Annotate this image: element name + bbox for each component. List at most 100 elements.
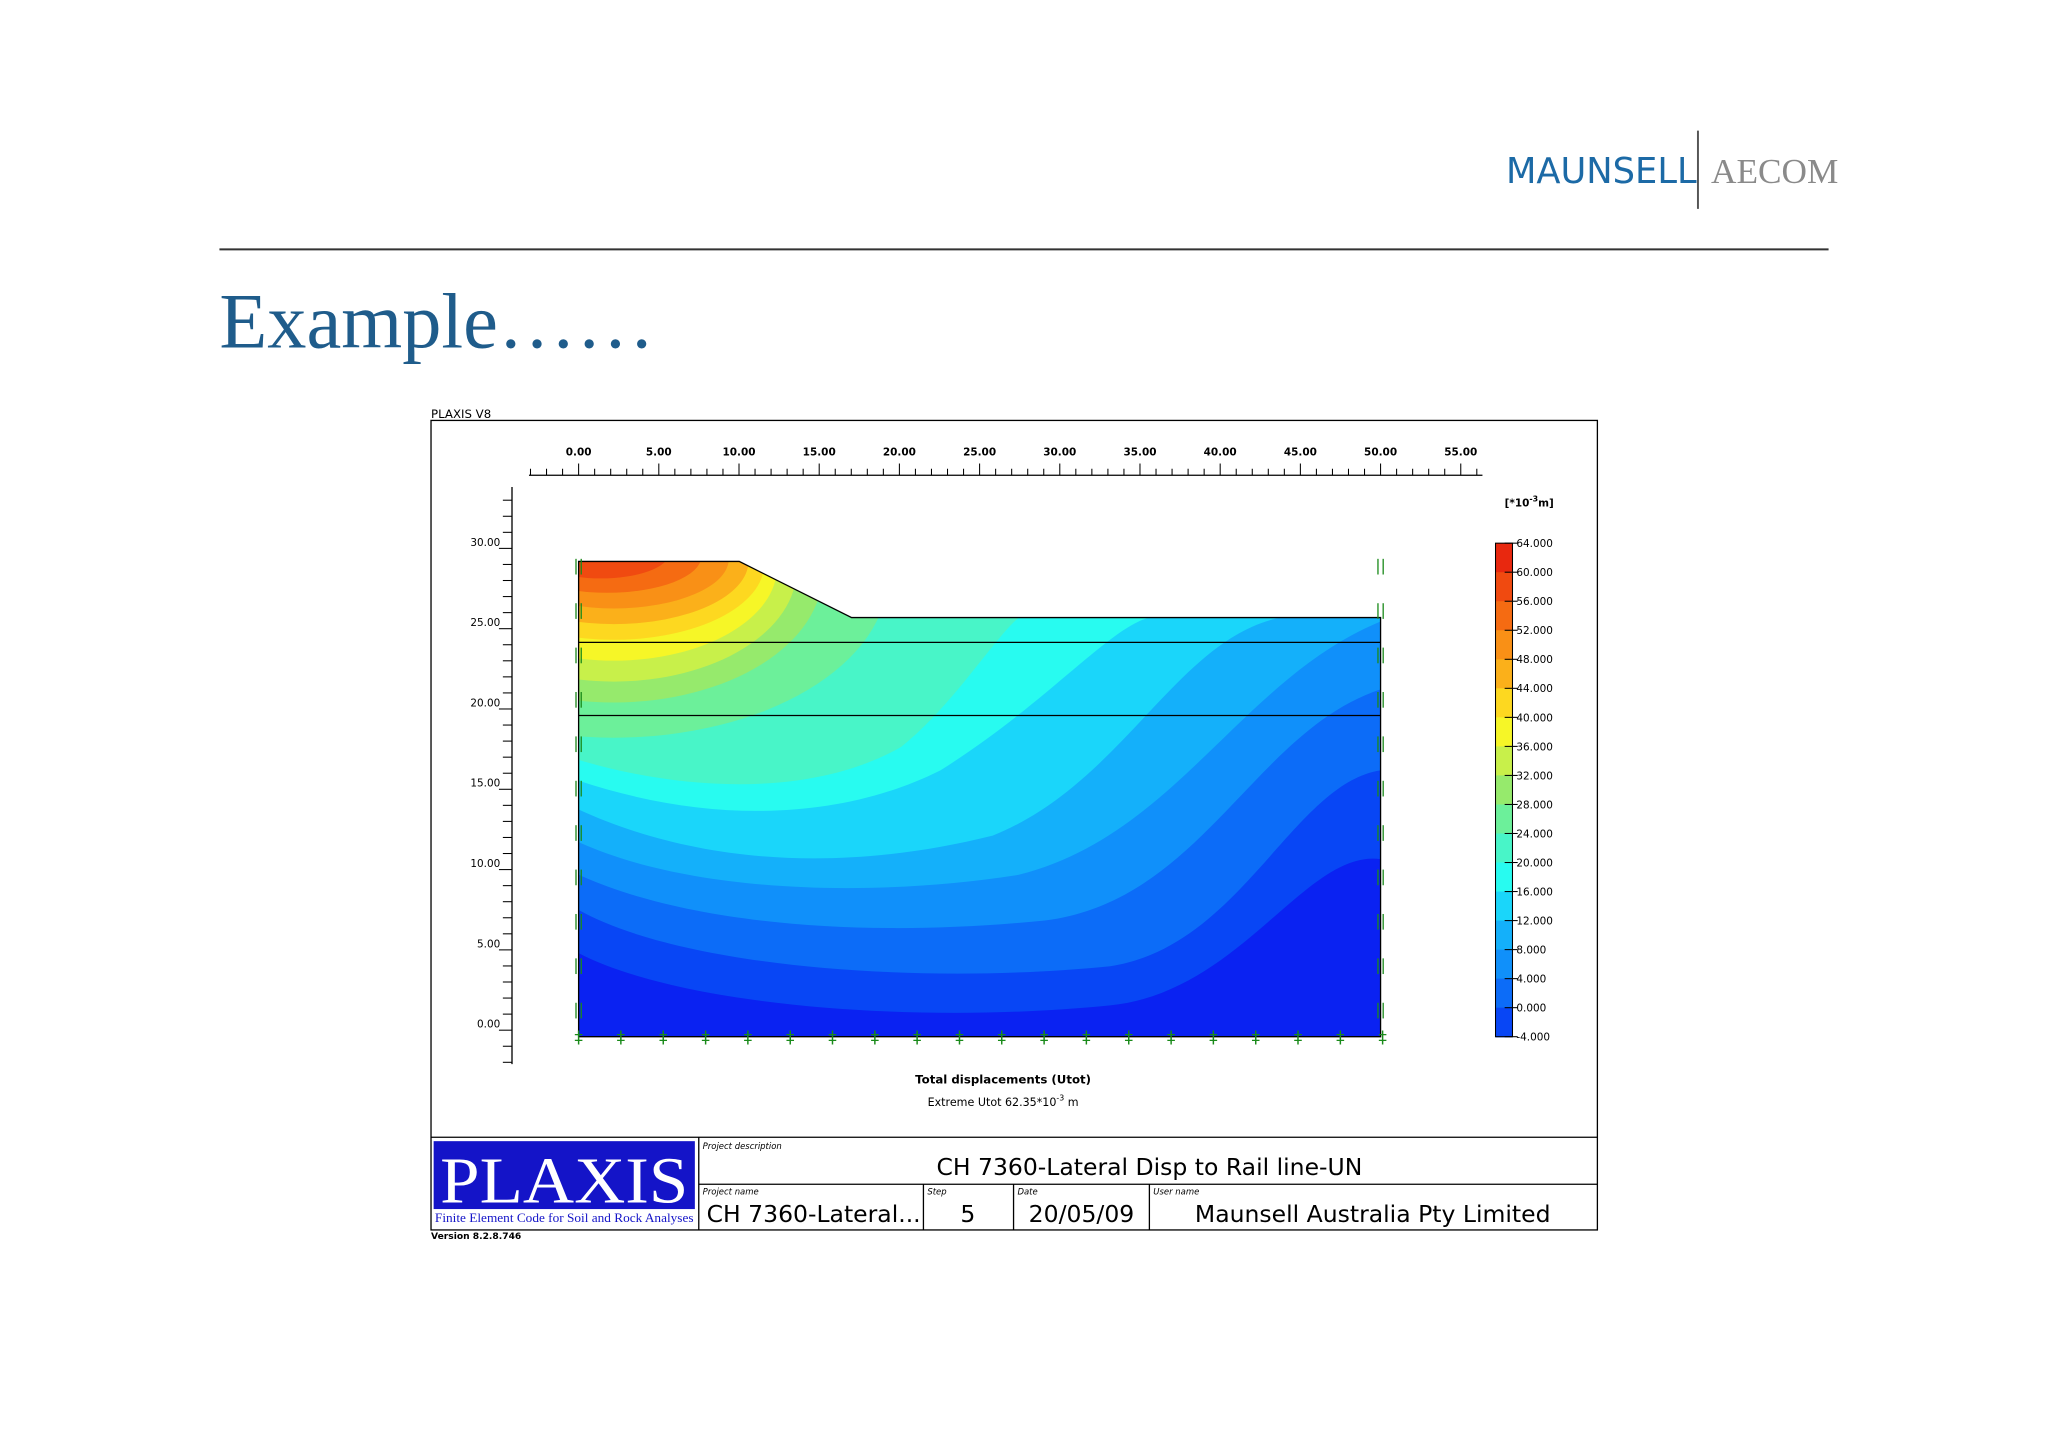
legend-swatch [1495,688,1513,719]
plaxis-logo-box [433,1141,695,1210]
field-label: User name [1153,1187,1199,1197]
legend-unit-suffix: m] [1538,498,1554,510]
contour-band [578,561,729,609]
y-axis-label: 20.00 [470,697,500,709]
fixity-marker: ‡ [1209,1028,1218,1048]
legend-label: 28.000 [1516,799,1553,811]
contour-band [578,561,702,593]
x-axis-label: 20.00 [883,447,916,459]
fixity-marker: ‡ [574,1028,583,1048]
fixity-marker: ‡ [701,1028,710,1048]
extreme-suffix: m [1064,1096,1078,1109]
fixity-marker: ‡ [1125,1028,1134,1048]
fixity-marker: ‡ [744,1028,753,1048]
extreme-exponent: -3 [1056,1094,1064,1103]
x-axis-label: 55.00 [1444,447,1477,459]
y-axis-label: 5.00 [477,938,500,950]
legend-swatch [1495,746,1513,777]
legend-label: 0.000 [1516,1003,1546,1015]
legend-swatch [1495,1007,1513,1038]
model-outline [577,560,1382,1038]
legend: 64.000 60.000 56.000 52.000 48.000 44.000 40.0… [1494,538,1553,1044]
fixity-marker: ‡ [617,1028,626,1048]
fixity-marker: ‡ [1251,1028,1260,1048]
legend-label: 40.000 [1516,712,1553,724]
fixity-marker: ‡ [1294,1028,1303,1048]
legend-swatch [1495,543,1513,573]
fixity-marker: ‡ [871,1028,880,1048]
x-axis-label: 45.00 [1284,447,1317,459]
plaxis-subtitle: Finite Element Code for Soil and Rock An… [435,1211,694,1225]
legend-swatch [1495,949,1513,980]
field-label: Project name [703,1187,759,1197]
brand-primary: MAUNSELL [1506,151,1697,192]
user-name: Maunsell Australia Pty Limited [1195,1200,1551,1228]
x-axis-label: 0.00 [566,447,592,459]
legend-swatch [1495,601,1513,631]
x-axis-label: 25.00 [963,447,996,459]
x-axis-label: 35.00 [1123,447,1156,459]
field-label: Date [1017,1187,1037,1197]
step: 5 [960,1200,975,1228]
project-description: CH 7360-Lateral Disp to Rail line-UN [936,1153,1362,1181]
fixities: ‡ ‡ ‡ ‡ ‡ ‡ ‡ ‡ ‡ ‡ ‡ ‡ ‡ ‡ ‡ ‡ ‡ ‡ ‡ ‡ [574,558,1387,1048]
legend-swatch [1495,862,1513,893]
date: 20/05/09 [1029,1200,1135,1228]
legend-label: 32.000 [1516,770,1553,782]
legend-unit-prefix: [*10 [1505,498,1530,510]
x-axis-label: 15.00 [803,447,836,459]
x-axis-label: 5.00 [646,447,672,459]
fixity-marker: ‡ [1378,1028,1387,1048]
legend-label: 4.000 [1516,974,1546,986]
legend-swatch [1495,572,1513,602]
field-label: Project description [703,1141,782,1151]
software-label: PLAXIS V8 [431,407,491,421]
y-axis-label: 10.00 [470,858,500,870]
fixity-marker: ‡ [786,1028,795,1048]
legend-label: 44.000 [1516,683,1553,695]
y-axis-label: 15.00 [470,778,500,790]
project-name: CH 7360-Lateral... [707,1200,921,1228]
fixity-marker: ‡ [659,1028,668,1048]
contour-plot [578,561,1381,1037]
fixity-marker: ‡ [1040,1028,1049,1048]
plaxis-logo: PLAXIS [440,1146,688,1218]
legend-unit: [*10-3m] [1505,494,1554,509]
legend-label: 64.000 [1516,538,1553,550]
x-axis-label: 40.00 [1204,447,1237,459]
legend-unit-exponent: -3 [1529,494,1538,503]
legend-label: 16.000 [1516,886,1553,898]
fixity-marker: ‡ [955,1028,964,1048]
legend-swatch [1495,920,1513,951]
legend-swatch [1495,833,1513,864]
legend-swatch [1495,804,1513,835]
legend-label: 36.000 [1516,741,1553,753]
extreme-value: Extreme Utot 62.35*10-3 m [928,1094,1079,1109]
extreme-text: Extreme Utot 62.35*10 [928,1096,1057,1109]
fixity-marker: ‡ [1167,1028,1176,1048]
legend-label: 56.000 [1516,596,1553,608]
x-axis-label: 30.00 [1043,447,1076,459]
field-label: Step [927,1187,946,1197]
y-axis-label: 30.00 [470,537,500,549]
fixity-marker: ‡ [913,1028,922,1048]
x-axis-label: 50.00 [1364,447,1397,459]
slide-title: Example…… [219,277,654,364]
fixity-marker: ‡ [998,1028,1007,1048]
fixity-marker: ‡ [1082,1028,1091,1048]
legend-label: -4.000 [1516,1032,1550,1044]
legend-swatch [1495,717,1513,748]
legend-swatch [1495,659,1513,689]
brand-secondary: AECOM [1711,152,1838,191]
y-axis-label: 25.00 [470,617,500,629]
y-axis-label: 0.00 [477,1019,500,1031]
fixity-marker: ‡ [1336,1028,1345,1048]
legend-frame [1494,542,1514,1038]
legend-label: 60.000 [1516,567,1553,579]
legend-swatch [1495,630,1513,660]
legend-swatch [1495,775,1513,806]
figure-caption: Total displacements (Utot) [915,1073,1091,1087]
x-axis-label: 10.00 [722,447,755,459]
